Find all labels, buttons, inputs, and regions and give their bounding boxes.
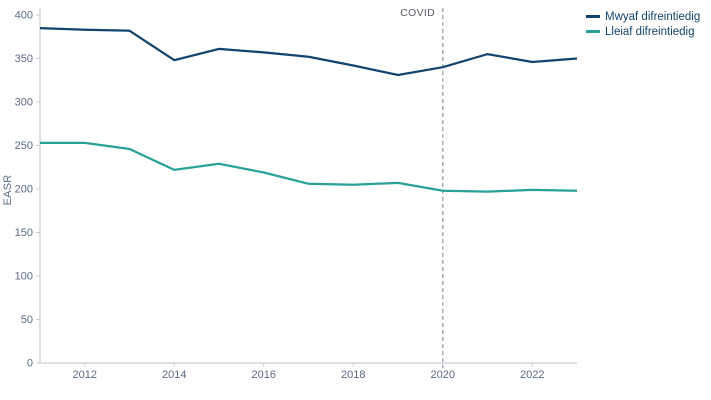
legend-label-lleiaf: Lleiaf difreintiedig <box>605 25 695 38</box>
series-line-lleiaf[interactable] <box>40 141 578 193</box>
x-tick-label: 2012 <box>73 369 97 381</box>
y-axis-title: EASR <box>2 174 14 206</box>
y-tick-label: 0 <box>27 358 33 370</box>
x-tick-label: 2014 <box>162 369 186 381</box>
legend-item-lleiaf-difreintiedig[interactable]: Lleiaf difreintiedig <box>586 24 700 39</box>
series-line-mwyaf[interactable] <box>39 26 578 77</box>
x-tick-label: 2022 <box>520 369 544 381</box>
covid-annotation-label: COVID <box>400 7 435 19</box>
y-tick-label: 250 <box>15 140 33 152</box>
x-tick-label: 2016 <box>252 369 276 381</box>
y-tick-label: 150 <box>15 227 33 239</box>
legend-swatch-turquoise <box>586 30 600 33</box>
legend-label-mwyaf: Mwyaf difreintiedig <box>605 10 701 23</box>
y-tick-label: 300 <box>15 97 33 109</box>
legend-swatch-dark-blue <box>586 15 600 18</box>
legend-item-mwyaf-difreintiedig[interactable]: Mwyaf difreintiedig <box>586 9 700 24</box>
x-tick-label: 2020 <box>431 369 455 381</box>
y-tick-label: 200 <box>15 184 33 196</box>
y-tick-label: 50 <box>21 314 33 326</box>
legend: Mwyaf difreintiedig Lleiaf difreintiedig <box>586 9 700 39</box>
x-tick-label: 2018 <box>341 369 365 381</box>
y-tick-label: 350 <box>15 53 33 65</box>
y-tick-label: 100 <box>15 271 33 283</box>
y-tick-label: 400 <box>15 10 33 22</box>
